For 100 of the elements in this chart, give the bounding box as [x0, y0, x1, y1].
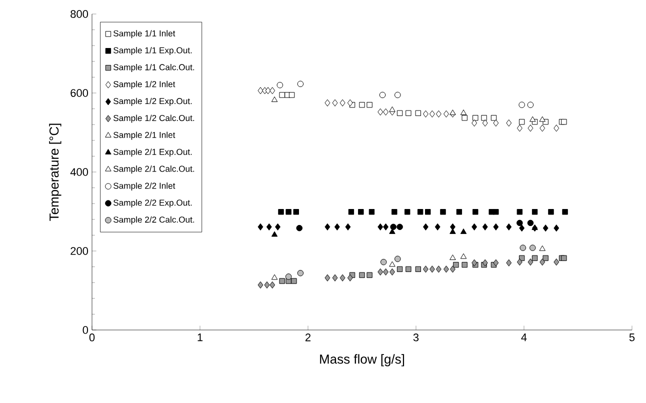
point: [324, 274, 330, 282]
y-tick-label: 600: [70, 89, 88, 97]
point: [444, 110, 449, 118]
point: [276, 82, 284, 88]
point: [258, 87, 264, 94]
point: [482, 223, 488, 230]
x-tick-label: 4: [521, 334, 527, 342]
point: [472, 115, 478, 121]
point: [359, 102, 365, 108]
legend-label: Sample 1/1 Calc.Out.: [113, 64, 194, 72]
legend-label: Sample 1/1 Exp.Out.: [113, 47, 192, 56]
point: [520, 244, 526, 251]
point: [482, 259, 488, 266]
point: [265, 87, 271, 94]
point: [334, 223, 340, 230]
point: [450, 254, 456, 260]
point: [258, 281, 264, 289]
point: [291, 278, 297, 284]
point: [422, 110, 428, 118]
point: [404, 209, 410, 215]
legend-label: Sample 1/1 Inlet: [113, 30, 176, 38]
point: [368, 209, 375, 215]
point: [345, 223, 351, 230]
point: [286, 209, 292, 215]
point: [436, 110, 442, 118]
point: [516, 209, 523, 215]
point: [539, 245, 546, 251]
y-tick-label: 0: [82, 326, 88, 334]
x-tick-label: 2: [305, 334, 311, 342]
point: [456, 209, 462, 215]
point: [518, 118, 525, 125]
point: [460, 228, 467, 234]
point: [390, 268, 395, 276]
point: [532, 209, 538, 215]
point: [516, 220, 523, 226]
point: [348, 209, 354, 215]
point: [415, 266, 422, 272]
point: [396, 224, 403, 230]
point: [297, 80, 304, 88]
legend-label: Sample 1/2 Calc.Out.: [113, 114, 194, 123]
point: [258, 223, 264, 230]
point: [542, 224, 548, 232]
point: [519, 224, 525, 232]
legend-label: Sample 2/2 Inlet: [113, 182, 176, 190]
legend-label: Sample 2/2 Exp.Out.: [113, 199, 192, 208]
point: [429, 266, 435, 273]
point: [444, 266, 449, 273]
point: [493, 223, 499, 230]
x-tick-label: 5: [629, 334, 635, 342]
point: [554, 258, 560, 266]
point: [271, 96, 278, 102]
point: [396, 266, 403, 272]
y-tick-label: 200: [70, 247, 88, 255]
point: [554, 124, 560, 132]
point: [453, 262, 459, 268]
point: [383, 223, 388, 230]
y-axis-title: Temperature [°C]: [49, 124, 62, 221]
point: [366, 102, 372, 108]
legend-label: Sample 2/1 Inlet: [113, 132, 176, 140]
point: [296, 224, 303, 232]
point: [518, 102, 525, 108]
point: [389, 106, 396, 112]
point: [528, 258, 534, 266]
point: [394, 92, 401, 98]
point: [417, 209, 424, 215]
point: [462, 262, 468, 268]
point: [379, 92, 386, 98]
point: [450, 266, 456, 273]
point: [359, 272, 365, 278]
point: [285, 274, 292, 280]
point: [324, 223, 330, 230]
point: [540, 258, 546, 266]
point: [347, 99, 353, 106]
point: [266, 223, 272, 230]
y-tick-label: 800: [70, 10, 88, 18]
point: [358, 209, 364, 215]
point: [389, 261, 396, 267]
point: [530, 116, 536, 122]
point: [472, 209, 478, 215]
point: [462, 115, 468, 121]
point: [340, 99, 346, 106]
point: [279, 92, 285, 98]
point: [380, 258, 387, 266]
point: [297, 270, 304, 276]
point: [340, 274, 346, 282]
point: [347, 274, 353, 282]
point: [324, 99, 330, 106]
point: [332, 99, 338, 106]
point: [271, 274, 278, 280]
point: [422, 223, 428, 230]
point: [529, 244, 536, 251]
point: [383, 268, 388, 276]
point: [378, 223, 384, 230]
point: [425, 209, 431, 215]
legend-label: Sample 2/1 Calc.Out.: [113, 166, 194, 174]
point: [506, 223, 512, 230]
point: [493, 259, 499, 266]
point: [436, 266, 442, 273]
x-tick-label: 1: [198, 334, 203, 342]
point: [293, 209, 299, 215]
